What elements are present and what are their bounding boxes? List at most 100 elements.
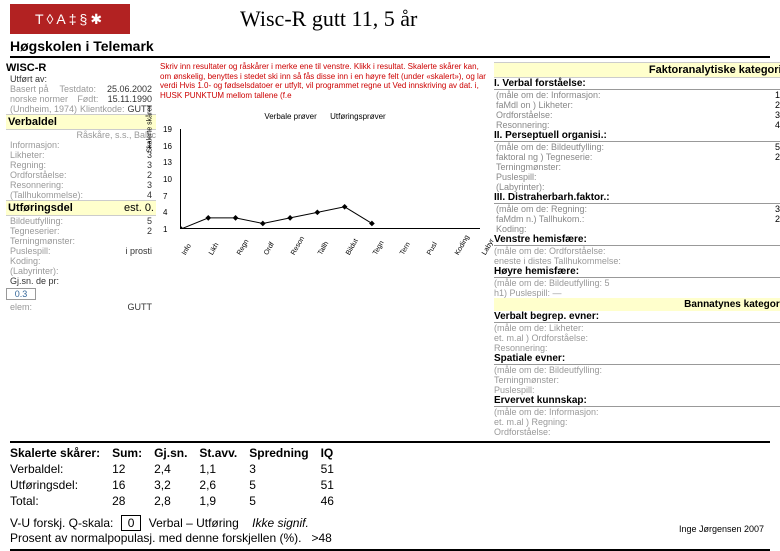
subtest-row: Resonnering:3 bbox=[6, 180, 156, 190]
bann-row: et. m.al ) Ordforståelse: bbox=[494, 333, 780, 343]
scores-table: Skalerte skårer:Sum:Gj.sn.St.avv.Spredni… bbox=[10, 445, 346, 509]
score-cell: 28 bbox=[112, 493, 154, 509]
subtest-row: Puslespill:i prosti bbox=[6, 246, 156, 256]
score-row: Verbaldel:122,41,1351 bbox=[10, 461, 346, 477]
score-cell: 1,1 bbox=[199, 461, 249, 477]
score-cell: 12 bbox=[112, 461, 154, 477]
score-col: Skalerte skårer: bbox=[10, 445, 112, 461]
score-cell: 51 bbox=[321, 461, 346, 477]
elem-label: elem: bbox=[10, 302, 32, 312]
subtest-row: Koding: bbox=[6, 256, 156, 266]
vu-sig: Ikke signif. bbox=[252, 516, 309, 530]
hemis-h2: h1) Puslespill: — bbox=[494, 288, 780, 298]
factor-row: Koding: bbox=[494, 224, 780, 234]
factor-row: Resonnering:4 bbox=[494, 120, 780, 130]
subtest-row: Terningmønster: bbox=[6, 236, 156, 246]
bann-row: et. m.al ) Regning: bbox=[494, 417, 780, 427]
subtest-row: Likheter:3 bbox=[6, 150, 156, 160]
factor-head: III. Distraherbarh.faktor.:? bbox=[494, 192, 780, 204]
testdato-val: 25.06.2002 bbox=[107, 84, 152, 94]
subtest-row: Bildeutfylling:5 bbox=[6, 216, 156, 226]
score-cell: 2,8 bbox=[154, 493, 199, 509]
hemis-v: Venstre hemisfære: bbox=[494, 234, 780, 246]
factor-head: II. Perseptuell organisi.:? bbox=[494, 130, 780, 142]
faktor-header: Faktoranalytiske kategorier bbox=[494, 62, 780, 78]
factor-row: faMdm n.) Tallhukom.:2 bbox=[494, 214, 780, 224]
hemis-v1: (måle om de: Ordforståelse: bbox=[494, 246, 780, 256]
gutt-val: GUTT bbox=[128, 302, 153, 312]
utfort-label: Utført av: bbox=[10, 74, 47, 84]
bann-row: Ordforståelse: bbox=[494, 427, 780, 437]
factor-row: (måle om de: Bildeutfylling:5 bbox=[494, 142, 780, 152]
score-col: Gj.sn. bbox=[154, 445, 199, 461]
score-row: Total:282,81,9546 bbox=[10, 493, 346, 509]
subtest-row: (Labyrinter): bbox=[6, 266, 156, 276]
score-cell: Utføringsdel: bbox=[10, 477, 112, 493]
score-cell: 2,4 bbox=[154, 461, 199, 477]
subtest-row: (Tallhukommelse):4 bbox=[6, 190, 156, 200]
institution: Høgskolen i Telemark bbox=[0, 38, 780, 56]
factor-head: I. Verbal forståelse:? bbox=[494, 78, 780, 90]
basert-label: Basert på bbox=[10, 84, 49, 94]
bann-row: (måle om de: Bildeutfylling: bbox=[494, 365, 780, 375]
raskare-label: Råskåre, s.s., Baltic bbox=[6, 130, 156, 140]
gjsn-val[interactable]: 0.3 bbox=[6, 288, 36, 300]
vu-desc: Verbal – Utføring bbox=[149, 516, 239, 530]
hemis-h: Høyre hemisfære: bbox=[494, 266, 780, 278]
hemis-v2: eneste i distes Tallhukommelse: bbox=[494, 256, 780, 266]
score-cell: 3 bbox=[249, 461, 320, 477]
factor-row: (måle om de: Informasjon:1 bbox=[494, 90, 780, 100]
score-col: St.avv. bbox=[199, 445, 249, 461]
bann-row: (måle om de: Likheter: bbox=[494, 323, 780, 333]
wisc-label: WISC-R bbox=[6, 62, 156, 74]
score-col: Spredning bbox=[249, 445, 320, 461]
legend-verbal: Verbale prøver bbox=[264, 112, 316, 121]
factor-row: faMdl on ) Likheter:2 bbox=[494, 100, 780, 110]
score-cell: 5 bbox=[249, 493, 320, 509]
score-cell: 1,9 bbox=[199, 493, 249, 509]
chart-ylabel: Skalerte skårer bbox=[147, 105, 154, 152]
factor-row: (Labyrinter): bbox=[494, 182, 780, 192]
factor-row: Ordforståelse:3 bbox=[494, 110, 780, 120]
testdato-label: Testdato: bbox=[59, 84, 96, 94]
score-col: IQ bbox=[321, 445, 346, 461]
bann-row: Terningmønster: bbox=[494, 375, 780, 385]
bann-head: Ervervet kunnskap: bbox=[494, 395, 780, 407]
hemis-h1: (måle om de: Bildeutfylling: 5 bbox=[494, 278, 780, 288]
gjsn-label: Gj.sn. de pr: bbox=[10, 276, 59, 286]
subtest-row: Ordforståelse:2 bbox=[6, 170, 156, 180]
subtest-row: Tegneserier:2 bbox=[6, 226, 156, 236]
factor-row: faktoral ng ) Tegneserie:2 bbox=[494, 152, 780, 162]
score-cell: 2,6 bbox=[199, 477, 249, 493]
left-col: WISC-R Utført av: Basert på Testdato: 25.0… bbox=[6, 62, 156, 437]
page-title: Wisc-R gutt 11, 5 år bbox=[240, 6, 417, 32]
score-cell: Verbaldel: bbox=[10, 461, 112, 477]
fodt-val: 15.11.1990 bbox=[108, 94, 152, 104]
subtest-row: Informasjon:1 bbox=[6, 140, 156, 150]
vu-val[interactable]: 0 bbox=[121, 515, 142, 531]
factor-row: Terningmønster: bbox=[494, 162, 780, 172]
bann-row: Resonnering: bbox=[494, 343, 780, 353]
notice-text: Skriv inn resultater og råskårer i merke… bbox=[160, 62, 490, 112]
bann-header: Bannatynes kategorier bbox=[494, 298, 780, 311]
factor-row: Puslespill: bbox=[494, 172, 780, 182]
bann-head: Spatiale evner: bbox=[494, 353, 780, 365]
verbaldel-header: Verbaldel bbox=[6, 114, 156, 130]
footer: Inge Jørgensen 2007 bbox=[679, 524, 764, 534]
score-cell: Total: bbox=[10, 493, 112, 509]
score-cell: 16 bbox=[112, 477, 154, 493]
score-cell: 5 bbox=[249, 477, 320, 493]
prosent-val: >48 bbox=[312, 531, 332, 545]
bann-row: (måle om de: Informasjon: bbox=[494, 407, 780, 417]
right-col: Faktoranalytiske kategorier I. Verbal fo… bbox=[494, 62, 780, 437]
chart: 19161310741InfoLikhRegnOrdfResonTallhBil… bbox=[180, 129, 480, 229]
prosent-label: Prosent av normalpopulasj. med denne for… bbox=[10, 531, 301, 545]
logo: T◊A‡§✱ bbox=[10, 4, 130, 34]
norske-label: norske normer bbox=[10, 94, 68, 104]
klient-label: Klientkode: bbox=[80, 104, 125, 114]
score-col: Sum: bbox=[112, 445, 154, 461]
bann-row: Puslespill: bbox=[494, 385, 780, 395]
score-row: Utføringsdel:163,22,6551 bbox=[10, 477, 346, 493]
factor-row: (måle om de: Regning:3 bbox=[494, 204, 780, 214]
vu-label: V-U forskj. Q-skala: bbox=[10, 516, 113, 530]
